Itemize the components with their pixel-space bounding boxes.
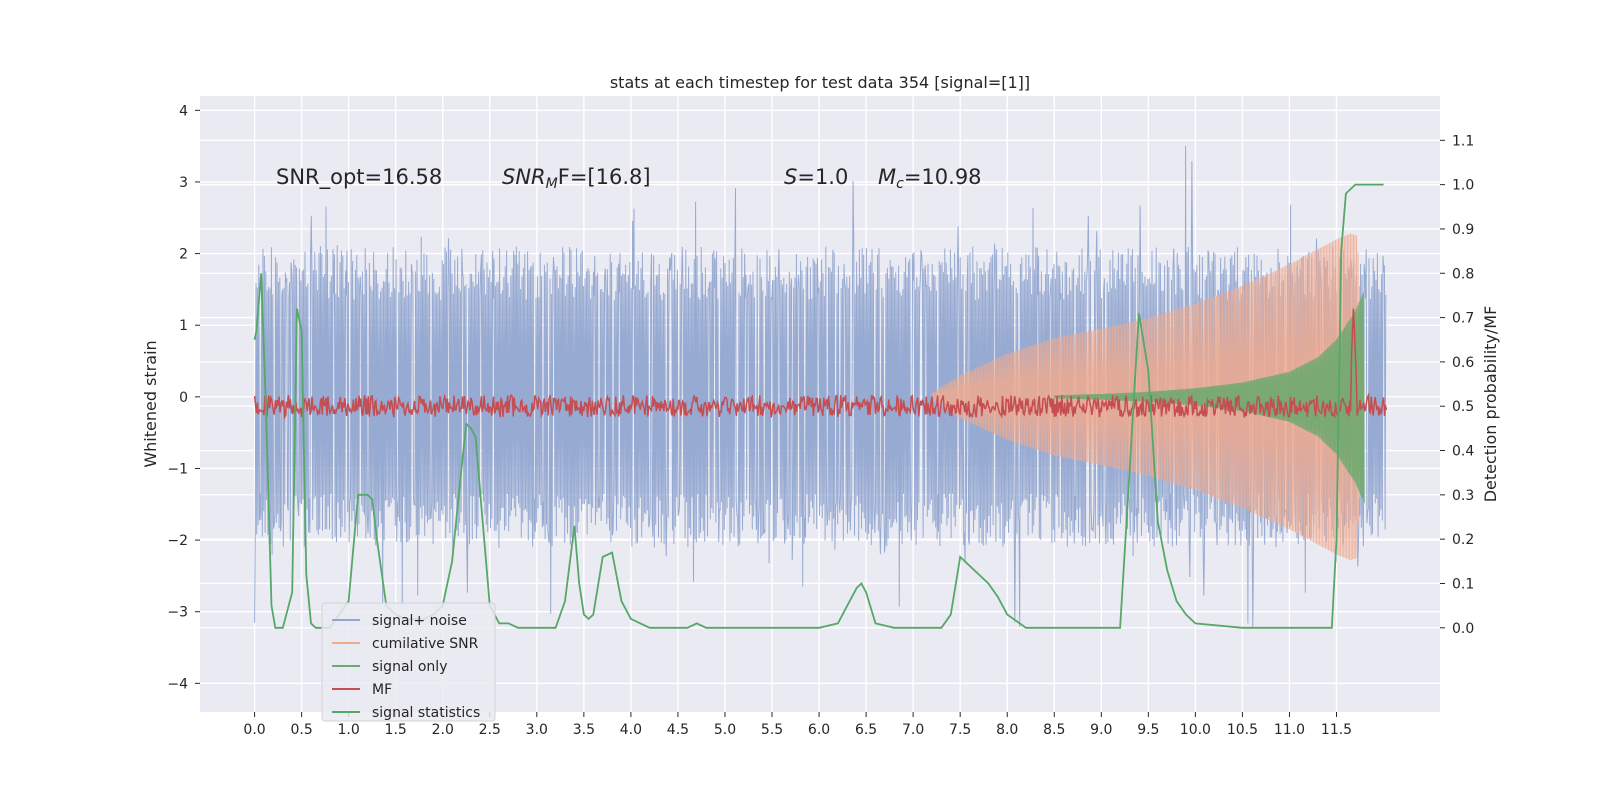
y2-tick-label: 0.7 bbox=[1452, 311, 1474, 327]
y-tick-label: −3 bbox=[167, 605, 188, 621]
x-tick-label: 10.0 bbox=[1180, 722, 1211, 738]
y2-tick-label: 0.2 bbox=[1452, 532, 1474, 548]
x-tick-label: 6.0 bbox=[808, 722, 830, 738]
x-tick-label: 9.5 bbox=[1137, 722, 1159, 738]
x-tick-label: 11.5 bbox=[1321, 722, 1352, 738]
y2-tick-label: 0.9 bbox=[1452, 222, 1474, 238]
annotation-mc-sub: c bbox=[896, 176, 904, 192]
x-tick-label: 0.0 bbox=[243, 722, 265, 738]
x-tick-label: 3.0 bbox=[526, 722, 548, 738]
annotation-mc-main: M bbox=[878, 165, 896, 189]
legend-label: signal+ noise bbox=[372, 613, 467, 629]
x-tick-label: 7.0 bbox=[902, 722, 924, 738]
annotation-mc-rest: =10.98 bbox=[904, 165, 982, 189]
y-tick-label: −2 bbox=[167, 533, 188, 549]
annotation-snr-mf-sub: M bbox=[546, 176, 558, 192]
annotation-s: S=1.0 bbox=[784, 165, 848, 189]
y-tick-label: 2 bbox=[179, 247, 188, 263]
x-tick-label: 9.0 bbox=[1090, 722, 1112, 738]
annotation-snr-mf-main: SNR bbox=[502, 165, 546, 189]
x-tick-label: 1.5 bbox=[385, 722, 407, 738]
y-tick-label: −4 bbox=[167, 676, 188, 692]
x-tick-label: 4.5 bbox=[667, 722, 689, 738]
x-tick-label: 11.0 bbox=[1274, 722, 1305, 738]
legend-label: MF bbox=[372, 682, 392, 698]
y2-tick-label: 0.1 bbox=[1452, 576, 1474, 592]
annotation-s-rest: =1.0 bbox=[797, 165, 848, 189]
x-tick-label: 1.0 bbox=[338, 722, 360, 738]
y-tick-label: 0 bbox=[179, 390, 188, 406]
y2-tick-label: 0.5 bbox=[1452, 399, 1474, 415]
y-tick-label: 4 bbox=[179, 103, 188, 119]
y-tick-label: −1 bbox=[167, 461, 188, 477]
x-tick-label: 2.0 bbox=[432, 722, 454, 738]
y-tick-label: 3 bbox=[179, 175, 188, 191]
legend: signal+ noise cumilative SNR signal only MF… bbox=[321, 602, 496, 722]
x-tick-label: 2.5 bbox=[479, 722, 501, 738]
annotation-snr-mf: SNRMF=[16.8] bbox=[502, 165, 651, 192]
x-tick-label: 5.0 bbox=[714, 722, 736, 738]
y2-tick-label: 0.0 bbox=[1452, 621, 1474, 637]
legend-label: signal statistics bbox=[372, 705, 480, 721]
y2-tick-label: 0.8 bbox=[1452, 266, 1474, 282]
annotation-snr-opt: SNR_opt=16.58 bbox=[276, 165, 442, 190]
y2-tick-label: 0.4 bbox=[1452, 444, 1474, 460]
y2-axis-label: Detection probability/MF bbox=[1481, 306, 1500, 503]
series-mf bbox=[253, 308, 1388, 420]
legend-box bbox=[321, 602, 496, 722]
y2-tick-label: 0.6 bbox=[1452, 355, 1474, 371]
y2-tick-label: 1.1 bbox=[1452, 133, 1474, 149]
legend-label: signal only bbox=[372, 659, 447, 675]
series-signal-statistics bbox=[253, 183, 1384, 629]
y2-tick-label: 1.0 bbox=[1452, 178, 1474, 194]
x-tick-label: 10.5 bbox=[1227, 722, 1258, 738]
chart-title: stats at each timestep for test data 354… bbox=[610, 73, 1030, 92]
y-tick-label: 1 bbox=[179, 318, 188, 334]
x-tick-label: 5.5 bbox=[761, 722, 783, 738]
annotation-snr-mf-rest: F=[16.8] bbox=[558, 165, 651, 189]
x-tick-label: 8.0 bbox=[996, 722, 1018, 738]
x-tick-label: 0.5 bbox=[290, 722, 312, 738]
annotation-mc: Mc=10.98 bbox=[878, 165, 982, 192]
axes: 0.0 0.5 1.0 1.5 2.0 2.5 3.0 3.5 4.0 4.5 5.0 5.5 6.0 6… bbox=[167, 103, 1474, 738]
y2-tick-label: 0.3 bbox=[1452, 488, 1474, 504]
x-tick-label: 4.0 bbox=[620, 722, 642, 738]
x-tick-label: 6.5 bbox=[855, 722, 877, 738]
legend-label: cumilative SNR bbox=[372, 636, 479, 652]
y-axis-label: Whitened strain bbox=[141, 340, 160, 467]
annotation-s-main: S bbox=[784, 165, 797, 189]
x-tick-label: 7.5 bbox=[949, 722, 971, 738]
x-tick-label: 3.5 bbox=[573, 722, 595, 738]
series-signal-only bbox=[1053, 291, 1365, 504]
x-tick-label: 8.5 bbox=[1043, 722, 1065, 738]
series-layer bbox=[253, 145, 1388, 629]
